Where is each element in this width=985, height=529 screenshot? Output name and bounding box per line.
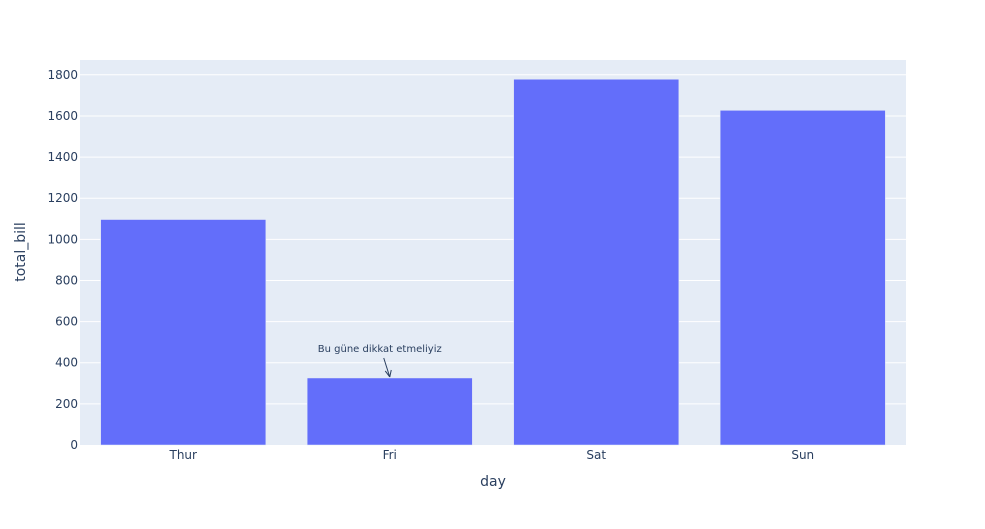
x-tick-label: Sun: [791, 448, 814, 462]
bars-layer: [100, 79, 886, 446]
x-tick-label: Fri: [383, 448, 397, 462]
annotations-layer: Bu güne dikkat etmeliyiz: [318, 344, 442, 378]
bar-thur[interactable]: [100, 219, 267, 446]
x-tick-labels: Thur Fri Sat Sun: [169, 448, 815, 462]
y-tick-labels: 0 200 400 600 800 1000 1200 1400 1600 1800: [47, 68, 78, 452]
x-tick-label: Thur: [169, 448, 198, 462]
y-tick-label: 400: [55, 356, 78, 370]
x-axis-title: day: [480, 474, 506, 490]
y-tick-label: 1800: [47, 68, 78, 82]
y-tick-label: 0: [70, 438, 78, 452]
annotation-arrowhead: [384, 369, 392, 378]
bar-fri[interactable]: [306, 377, 473, 446]
annotation-arrow-line: [383, 357, 391, 378]
bar-sun[interactable]: [719, 110, 886, 446]
y-tick-label: 800: [55, 273, 78, 287]
y-tick-label: 1400: [47, 150, 78, 164]
y-tick-label: 200: [55, 397, 78, 411]
bar-sat[interactable]: [513, 79, 680, 446]
y-tick-label: 1200: [47, 191, 78, 205]
y-tick-label: 1000: [47, 232, 78, 246]
annotation-text: Bu güne dikkat etmeliyiz: [318, 344, 442, 355]
y-tick-label: 1600: [47, 109, 78, 123]
y-axis-title: total_bill: [13, 222, 29, 282]
y-tick-label: 600: [55, 315, 78, 329]
x-tick-label: Sat: [586, 448, 606, 462]
